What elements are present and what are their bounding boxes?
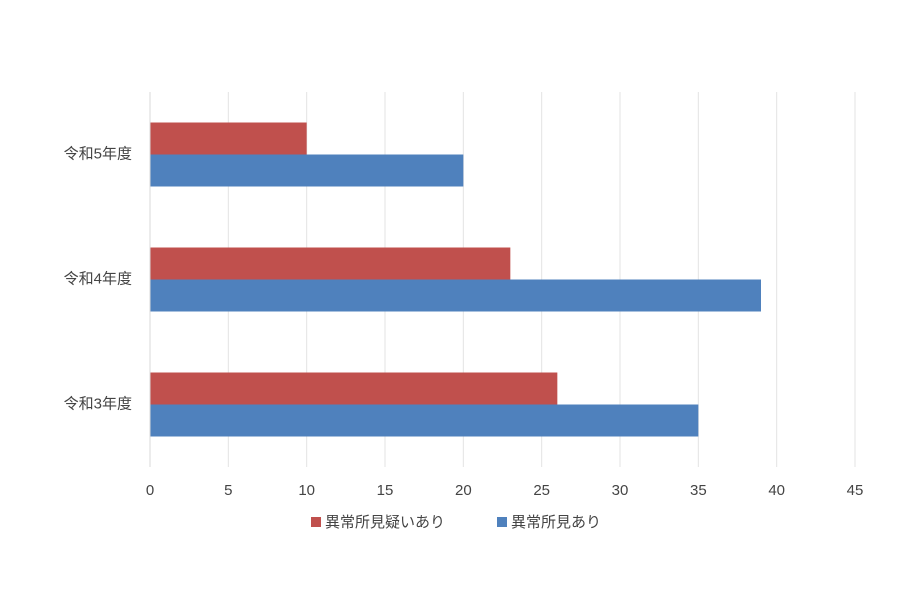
bar xyxy=(150,247,511,280)
legend-label: 異常所見疑いあり xyxy=(325,514,445,531)
bar xyxy=(150,372,558,405)
y-tick-label: 令和5年度 xyxy=(64,145,132,162)
x-tick-label: 0 xyxy=(146,482,154,499)
legend-swatch xyxy=(311,517,321,527)
x-tick-label: 20 xyxy=(455,482,472,499)
y-tick-label: 令和3年度 xyxy=(64,395,132,412)
x-tick-label: 25 xyxy=(533,482,550,499)
x-tick-label: 45 xyxy=(847,482,864,499)
legend-swatch xyxy=(497,517,507,527)
x-tick-label: 5 xyxy=(224,482,232,499)
bar xyxy=(150,154,464,187)
x-tick-label: 40 xyxy=(768,482,785,499)
x-tick-label: 30 xyxy=(612,482,629,499)
x-tick-label: 35 xyxy=(690,482,707,499)
legend-label: 異常所見あり xyxy=(511,514,601,531)
bar xyxy=(150,279,761,312)
bar xyxy=(150,404,699,437)
x-tick-label: 10 xyxy=(298,482,315,499)
y-tick-label: 令和4年度 xyxy=(64,270,132,287)
bar xyxy=(150,122,307,155)
x-tick-label: 15 xyxy=(377,482,394,499)
